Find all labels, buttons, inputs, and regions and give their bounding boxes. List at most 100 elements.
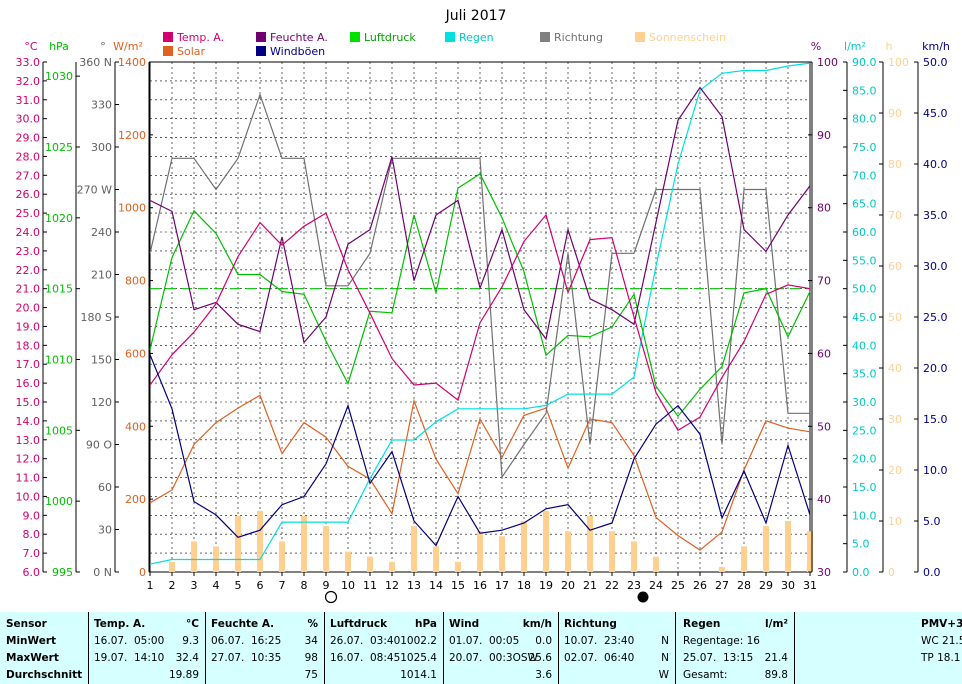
axis-tick-sunshine: 50: [888, 311, 902, 324]
direction-max-date: 02.07.: [564, 652, 598, 664]
series-line-feuchte-a-: [149, 86, 811, 344]
sunshine-bar: [301, 515, 307, 572]
legend-label: Sonnenschein: [649, 31, 726, 44]
humidity-max-date: 27.07.: [211, 652, 245, 664]
sunshine-bar: [631, 541, 637, 572]
x-tick-label: 25: [671, 579, 685, 592]
legend-item: Feuchte A.: [256, 31, 328, 44]
axis-tick-direction: 180 S: [81, 311, 112, 324]
axis-unit-humidity: %: [811, 40, 821, 53]
axis-tick-temp: 27.0: [16, 169, 41, 182]
sunshine-bar: [785, 521, 791, 572]
legend-item: Solar: [163, 45, 205, 58]
axis-tick-gust: 20.0: [923, 362, 948, 375]
axis-tick-rain: 75.0: [852, 141, 877, 154]
axis-tick-pressure: 1010: [45, 354, 73, 367]
sunshine-bar: [807, 531, 813, 572]
humidity-unit: %: [307, 618, 318, 630]
axis-tick-temp: 17.0: [16, 358, 41, 371]
axis-tick-direction: 150: [91, 354, 112, 367]
stats-pmv-column: PMV+3 WC 21.5 TP 18.1: [795, 612, 962, 684]
x-tick-label: 22: [605, 579, 619, 592]
axis-tick-direction: 330: [91, 99, 112, 112]
stats-pressure-column: Luftdruck hPa 26.07. 03:40 1002.2 16.07.…: [325, 612, 443, 684]
legend-item: Luftdruck: [350, 31, 416, 44]
wind-max-time: 00:3OSW: [489, 652, 538, 664]
stats-rain-column: Regen l/m² Regentage: 16 25.07. 13:15 21…: [676, 612, 794, 684]
axis-tick-temp: 23.0: [16, 245, 41, 258]
axis-tick-temp: 21.0: [16, 283, 41, 296]
chart-title: Juli 2017: [445, 8, 507, 24]
series-line-windb-en: [149, 354, 811, 547]
sunshine-bar: [521, 521, 527, 572]
temp-min-date: 16.07.: [94, 635, 128, 647]
pressure-header: Luftdruck: [330, 618, 388, 630]
x-tick-label: 31: [803, 579, 817, 592]
axis-tick-rain: 0.0: [852, 566, 870, 579]
stats-panel: Sensor MinWert MaxWert Durchschnitt Temp…: [0, 612, 962, 684]
axis-tick-gust: 15.0: [923, 413, 948, 426]
stats-humidity-column: Feuchte A. % 06.07. 16:25 34 27.07. 10:3…: [206, 612, 324, 684]
axis-tick-sunshine: 100: [888, 56, 909, 69]
grid: [149, 61, 811, 573]
stats-sensor-column: Sensor MinWert MaxWert Durchschnitt: [0, 612, 88, 684]
axis-tick-rain: 30.0: [852, 396, 877, 409]
axis-tick-solar: 600: [125, 347, 146, 360]
rain-unit: l/m²: [765, 618, 788, 630]
axes: 1 2 3 4 5 6 7 8 9 10 11 12 13 14 15 16 17 18 19 20 21 22 23 24 2…: [16, 40, 950, 592]
wind-header: Wind: [449, 618, 480, 630]
pressure-min-value: 1002.2: [400, 635, 437, 647]
legend-item: Windböen: [256, 45, 325, 58]
humidity-max-value: 98: [304, 652, 318, 664]
axis-tick-sunshine: 10: [888, 515, 902, 528]
axis-tick-temp: 13.0: [16, 434, 41, 447]
rain-header: Regen: [683, 618, 721, 630]
axis-tick-temp: 28.0: [16, 150, 41, 163]
sunshine-bar: [345, 551, 351, 572]
axis-tick-direction: 300: [91, 141, 112, 154]
sunshine-bar: [565, 531, 571, 572]
legend-item: Regen: [445, 31, 494, 44]
axis-tick-humidity: 90: [817, 129, 831, 142]
rain-days: Regentage: 16: [683, 635, 760, 647]
sunshine-bar: [455, 561, 461, 572]
axis-tick-pressure: 1005: [45, 424, 73, 437]
direction-max-time: 06:40: [604, 652, 635, 664]
axis-tick-direction: 360 N: [79, 56, 112, 69]
maxwert-label: MaxWert: [6, 652, 59, 664]
axis-tick-direction: 90 O: [86, 439, 112, 452]
axis-tick-sunshine: 30: [888, 413, 902, 426]
direction-max-value: N: [661, 652, 669, 664]
axis-tick-humidity: 30: [817, 566, 831, 579]
axis-tick-solar: 1400: [118, 56, 146, 69]
axis-tick-gust: 45.0: [923, 107, 948, 120]
axis-tick-gust: 25.0: [923, 311, 948, 324]
axis-tick-rain: 20.0: [852, 453, 877, 466]
stats-temp-column: Temp. A. °C 16.07. 05:00 9.3 19.07. 14:1…: [89, 612, 205, 684]
axis-tick-temp: 25.0: [16, 207, 41, 220]
x-tick-label: 12: [385, 579, 399, 592]
pmv-tp: TP 18.1: [921, 652, 961, 664]
x-tick-label: 17: [495, 579, 509, 592]
legend-label: Solar: [177, 45, 206, 58]
sunshine-bar: [477, 531, 483, 572]
axis-tick-gust: 5.0: [923, 515, 941, 528]
axis-tick-temp: 8.0: [23, 528, 41, 541]
axis-tick-gust: 10.0: [923, 464, 948, 477]
legend-swatch: [445, 32, 455, 42]
sunshine-bar: [279, 541, 285, 572]
sunshine-bar: [411, 526, 417, 572]
direction-header: Richtung: [564, 618, 617, 630]
stats-wind-column: Wind km/h 01.07. 00:05 0.0 20.07. 00:3OS…: [444, 612, 558, 684]
axis-tick-rain: 40.0: [852, 339, 877, 352]
series-line-temp-a-: [149, 212, 811, 432]
axis-tick-temp: 19.0: [16, 320, 41, 333]
axis-tick-temp: 11.0: [16, 472, 41, 485]
axis-tick-solar: 200: [125, 493, 146, 506]
axis-unit-rain: l/m²: [844, 40, 866, 53]
temp-avg: 19.89: [168, 669, 199, 681]
direction-min-time: 23:40: [604, 635, 635, 647]
axis-tick-temp: 16.0: [16, 377, 41, 390]
axis-tick-temp: 26.0: [16, 188, 41, 201]
x-tick-label: 9: [323, 579, 330, 592]
